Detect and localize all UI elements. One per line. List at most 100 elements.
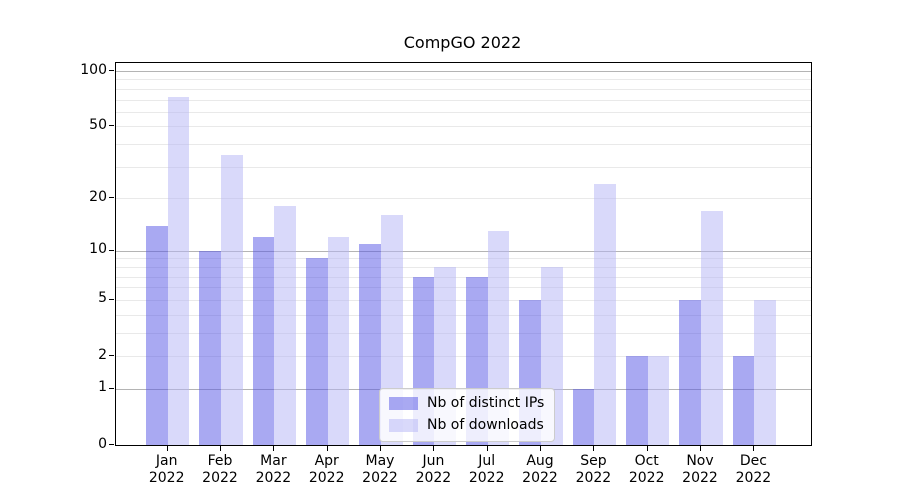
legend-label-0: Nb of distinct IPs [427, 395, 545, 411]
x-tick-month: Jul [478, 453, 496, 469]
bar-may-series0 [359, 243, 381, 445]
x-tick-year: 2022 [308, 470, 345, 486]
gridline-minor-90 [116, 79, 811, 81]
y-tick-label-100: 100 [80, 61, 107, 78]
bar-jan-series1 [167, 97, 190, 445]
x-tick-mark-jul [486, 446, 488, 451]
x-tick-mark-jan [166, 446, 168, 451]
gridline-minor-5 [116, 299, 811, 301]
bar-oct-series1 [647, 356, 670, 445]
x-tick-month: Sep [580, 453, 607, 469]
x-tick-label-may: May 2022 [349, 453, 411, 487]
bar-oct-series0 [625, 356, 648, 445]
x-tick-mark-oct [646, 446, 648, 451]
x-tick-mark-may [380, 446, 381, 451]
x-tick-mark-nov [700, 446, 701, 451]
gridline-minor-30 [116, 166, 811, 168]
bar-mar-series0 [252, 237, 275, 445]
bar-apr-series1 [327, 237, 350, 445]
x-tick-year: 2022 [148, 470, 185, 486]
y-tick-mark-50 [109, 125, 114, 127]
gridline-major-100 [116, 71, 811, 72]
x-tick-month: Aug [526, 453, 554, 469]
x-tick-mark-feb [220, 446, 221, 451]
gridline-minor-7 [116, 276, 811, 278]
bar-dec-series1 [754, 299, 777, 445]
x-tick-mark-jun [433, 446, 435, 451]
x-tick-month: Apr [314, 453, 339, 469]
x-tick-year: 2022 [415, 470, 452, 486]
bar-feb-series0 [199, 250, 221, 445]
gridline-minor-6 [116, 287, 811, 289]
bar-sep-series1 [594, 184, 617, 445]
x-tick-label-jun: Jun 2022 [402, 453, 464, 487]
legend-row-1: Nb of downloads [389, 417, 544, 434]
legend-label-1: Nb of downloads [427, 417, 544, 433]
gridline-minor-4 [116, 314, 811, 316]
gridline-minor-2 [116, 356, 811, 357]
legend-swatch-0 [389, 397, 418, 410]
bar-feb-series1 [221, 154, 243, 445]
x-tick-mark-mar [273, 446, 275, 451]
x-tick-year: 2022 [575, 470, 612, 486]
x-tick-label-aug: Aug 2022 [509, 453, 571, 487]
x-tick-year: 2022 [682, 470, 718, 486]
x-tick-label-dec: Dec 2022 [722, 453, 784, 487]
bar-sep-series0 [572, 388, 595, 445]
y-tick-mark-2 [109, 355, 114, 356]
gridline-minor-3 [116, 332, 811, 334]
x-tick-month: Oct [634, 453, 659, 469]
gridline-minor-40 [116, 144, 811, 146]
x-tick-year: 2022 [202, 470, 238, 486]
y-tick-mark-1 [109, 387, 114, 389]
x-tick-year: 2022 [735, 470, 772, 486]
gridline-minor-50 [116, 126, 811, 128]
bar-jan-series0 [145, 225, 168, 445]
x-tick-mark-aug [540, 446, 541, 451]
x-tick-year: 2022 [628, 470, 665, 486]
x-tick-year: 2022 [255, 470, 292, 486]
x-tick-month: Dec [739, 453, 767, 469]
chart-title: CompGO 2022 [403, 33, 522, 52]
legend-swatch-1 [389, 419, 418, 432]
x-tick-mark-apr [326, 446, 328, 451]
x-tick-label-oct: Oct 2022 [616, 453, 678, 487]
y-tick-mark-5 [109, 298, 114, 300]
x-tick-mark-dec [753, 446, 755, 451]
x-tick-year: 2022 [362, 470, 398, 486]
x-tick-label-sep: Sep 2022 [562, 453, 624, 487]
bar-nov-series0 [679, 299, 701, 445]
y-tick-label-5: 5 [98, 290, 107, 307]
bar-apr-series0 [305, 258, 328, 445]
x-tick-month: Jun [422, 453, 445, 469]
gridline-minor-20 [116, 198, 811, 200]
x-tick-label-jan: Jan 2022 [136, 453, 198, 487]
x-tick-label-apr: Apr 2022 [296, 453, 358, 487]
legend: Nb of distinct IPs Nb of downloads [379, 388, 556, 442]
gridline-minor-8 [116, 266, 811, 268]
y-tick-label-20: 20 [89, 188, 107, 205]
x-tick-label-jul: Jul 2022 [456, 453, 518, 487]
bar-nov-series1 [701, 210, 723, 445]
x-tick-label-nov: Nov 2022 [669, 453, 731, 487]
gridline-major-10 [116, 250, 811, 252]
y-tick-mark-10 [109, 249, 114, 251]
y-tick-mark-100 [109, 70, 114, 71]
x-tick-month: May [365, 453, 395, 469]
bar-may-series1 [381, 215, 403, 445]
y-tick-mark-20 [109, 197, 114, 199]
x-tick-month: Nov [686, 453, 714, 469]
bar-dec-series0 [732, 356, 755, 445]
x-tick-mark-sep [593, 446, 595, 451]
legend-row-0: Nb of distinct IPs [389, 395, 544, 412]
gridline-minor-60 [116, 111, 811, 113]
y-tick-label-50: 50 [89, 116, 107, 133]
x-tick-label-feb: Feb 2022 [189, 453, 251, 487]
y-tick-label-1: 1 [98, 379, 107, 396]
y-tick-label-2: 2 [98, 346, 107, 363]
bar-mar-series1 [274, 206, 297, 445]
y-tick-label-0: 0 [98, 435, 107, 452]
x-tick-month: Feb [207, 453, 233, 469]
plot-area [115, 62, 812, 446]
